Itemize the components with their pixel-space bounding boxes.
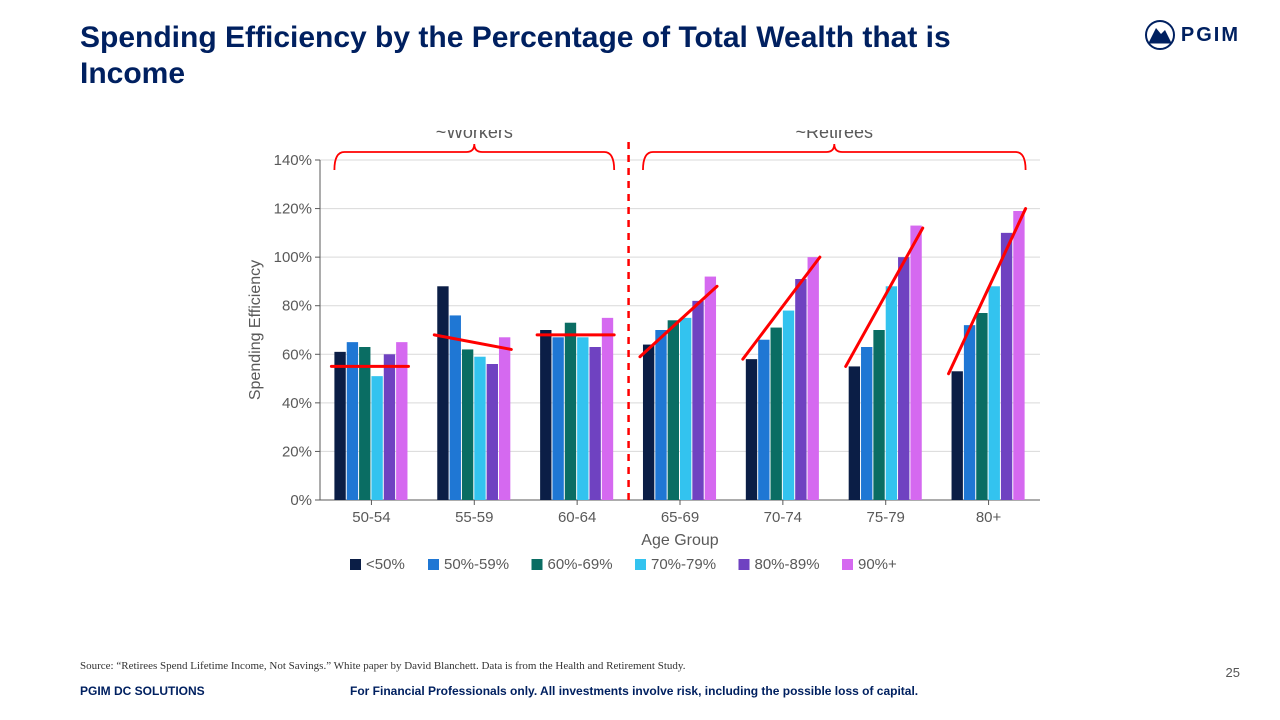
svg-text:Age Group: Age Group: [641, 532, 718, 549]
svg-text:140%: 140%: [274, 152, 312, 169]
svg-text:80%: 80%: [282, 298, 312, 315]
svg-text:20%: 20%: [282, 443, 312, 460]
svg-text:40%: 40%: [282, 395, 312, 412]
page-number: 25: [1226, 665, 1240, 680]
svg-text:0%: 0%: [290, 492, 312, 509]
svg-text:~Workers: ~Workers: [436, 130, 513, 142]
brand-logo: PGIM: [1145, 20, 1240, 50]
svg-text:Spending Efficiency: Spending Efficiency: [247, 260, 264, 400]
spending-efficiency-chart: 0% 20% 40% 60% 80% 100% 120% 140% 50-54 55-59 60-6…: [230, 130, 1050, 610]
svg-text:<50%: <50%: [366, 556, 405, 573]
footer-disclaimer: For Financial Professionals only. All in…: [350, 684, 918, 698]
svg-text:80+: 80+: [976, 509, 1002, 526]
svg-text:50%-59%: 50%-59%: [444, 556, 509, 573]
page-title: Spending Efficiency by the Percentage of…: [80, 20, 980, 92]
svg-text:100%: 100%: [274, 249, 312, 266]
svg-text:60-64: 60-64: [558, 509, 596, 526]
svg-text:90%+: 90%+: [858, 556, 897, 573]
svg-text:70%-79%: 70%-79%: [651, 556, 716, 573]
svg-text:50-54: 50-54: [352, 509, 390, 526]
svg-text:70-74: 70-74: [764, 509, 802, 526]
svg-text:80%-89%: 80%-89%: [755, 556, 820, 573]
svg-text:55-59: 55-59: [455, 509, 493, 526]
svg-text:60%-69%: 60%-69%: [548, 556, 613, 573]
svg-text:60%: 60%: [282, 346, 312, 363]
svg-text:65-69: 65-69: [661, 509, 699, 526]
svg-text:75-79: 75-79: [867, 509, 905, 526]
brand-name: PGIM: [1181, 24, 1240, 47]
footer-brand: PGIM DC SOLUTIONS: [80, 684, 205, 698]
svg-text:120%: 120%: [274, 201, 312, 218]
source-note: Source: “Retirees Spend Lifetime Income,…: [80, 660, 685, 672]
svg-text:~Retirees: ~Retirees: [796, 130, 874, 142]
rock-icon: [1145, 20, 1175, 50]
